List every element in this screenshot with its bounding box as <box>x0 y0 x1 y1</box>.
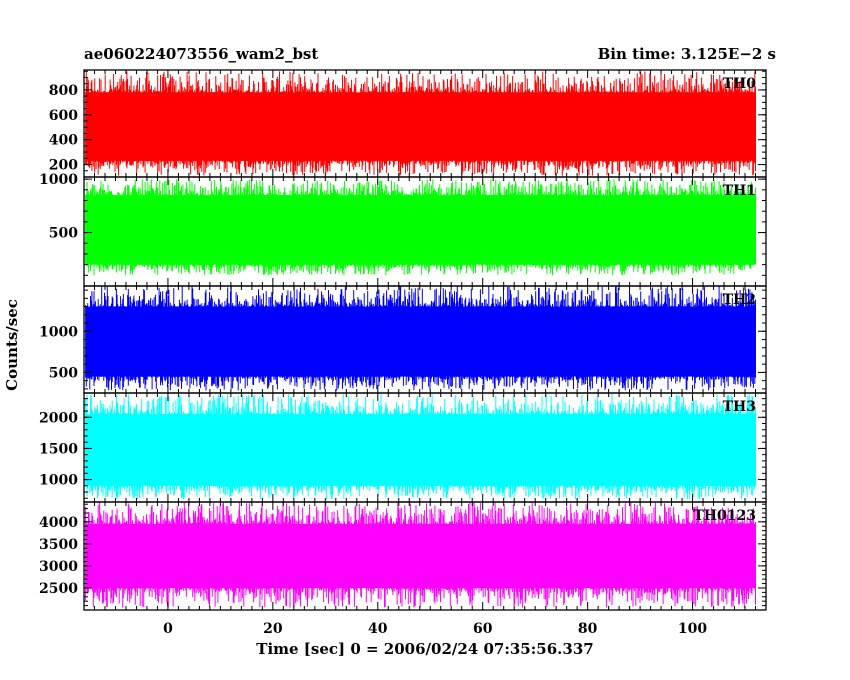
chart-title-left: ae060224073556_wam2_bst <box>84 45 318 63</box>
panel-th2: 500 1000 TH2 <box>39 285 767 394</box>
y-tick-label: 1000 <box>39 172 78 188</box>
y-tick-label: 500 <box>49 365 78 381</box>
y-tick-label: 4000 <box>39 515 78 531</box>
panel-label: TH1 <box>723 183 756 199</box>
series-core-th0123 <box>85 531 756 581</box>
y-axis-label: Counts/sec <box>3 299 21 391</box>
panel-th0123: 2500 3000 3500 4000 TH0123 <box>39 501 767 611</box>
panel-label: TH2 <box>723 292 756 308</box>
chart-title-right: Bin time: 3.125E−2 s <box>598 45 776 63</box>
x-tick-label: 40 <box>368 621 388 637</box>
y-tick-label: 400 <box>49 133 78 149</box>
y-tick-label: 2000 <box>39 410 78 426</box>
panel-th3: 1000 1500 2000 TH3 <box>39 392 767 503</box>
y-tick-label: 1000 <box>39 473 78 489</box>
panel-frame <box>83 501 767 611</box>
series-core-th1 <box>85 203 756 257</box>
x-tick-label: 100 <box>678 621 707 637</box>
y-tick-label: 2500 <box>39 581 78 597</box>
x-tick-label: 80 <box>578 621 598 637</box>
panel-th1: 500 1000 TH1 <box>39 172 767 287</box>
series-core-th3 <box>85 422 756 478</box>
y-tick-label: 800 <box>49 83 78 99</box>
panel-label: TH3 <box>723 399 756 415</box>
y-tick-label: 1000 <box>39 324 78 340</box>
y-tick-label: 3500 <box>39 537 78 553</box>
y-tick-label: 1500 <box>39 441 78 457</box>
x-tick-label: 0 <box>163 621 173 637</box>
x-axis-label: Time [sec] 0 = 2006/02/24 07:35:56.337 <box>256 640 593 658</box>
y-tick-label: 500 <box>49 226 78 242</box>
series-core-th0 <box>85 100 756 153</box>
y-tick-label: 200 <box>49 158 78 174</box>
x-tick-label: 60 <box>473 621 493 637</box>
y-tick-label: 3000 <box>39 559 78 575</box>
x-tick-label: 20 <box>263 621 283 637</box>
panel-label: TH0123 <box>693 508 756 524</box>
panel-th0: 200 400 600 800 TH0 <box>49 69 767 178</box>
y-tick-label: 600 <box>49 108 78 124</box>
panel-label: TH0 <box>723 76 757 92</box>
series-core-th2 <box>85 314 756 369</box>
x-axis-ticks: 0 20 40 60 80 100 <box>163 621 707 637</box>
